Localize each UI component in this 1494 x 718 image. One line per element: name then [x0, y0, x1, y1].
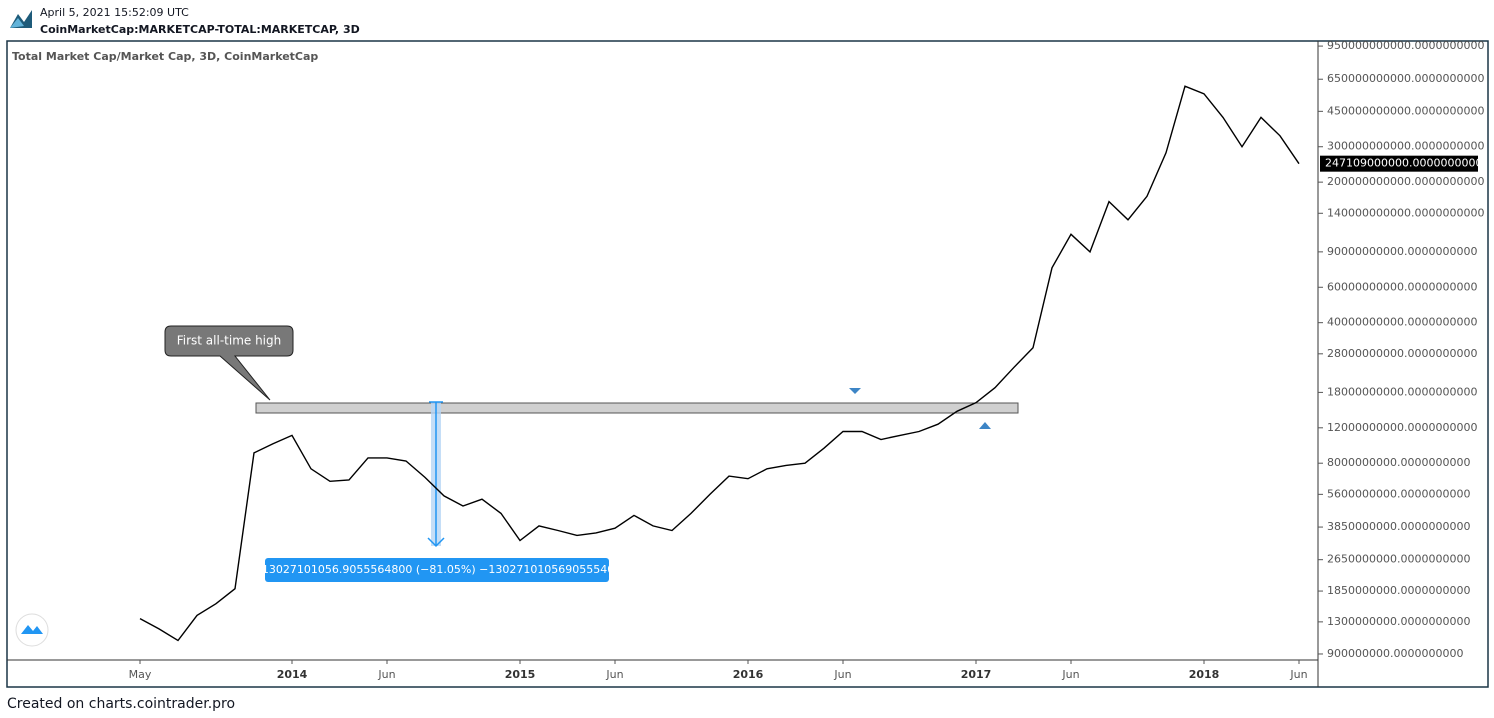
y-tick-label: 8000000000.0000000000	[1327, 456, 1470, 469]
tv-badge	[15, 613, 49, 647]
y-tick-label: 28000000000.0000000000	[1327, 347, 1477, 360]
symbol: CoinMarketCap:MARKETCAP-TOTAL:MARKETCAP,…	[40, 23, 360, 36]
x-tick-label: 2014	[277, 668, 308, 681]
y-tick-label: 140000000000.0000000000	[1327, 206, 1484, 219]
x-tick-label: 2017	[961, 668, 992, 681]
measure-text: −13027101056.9055564800 (−81.05%) −13027…	[253, 563, 622, 576]
plot	[139, 85, 1300, 642]
measure-arrowhead	[427, 537, 445, 548]
last-price-tag	[1320, 155, 1478, 172]
y-tick-label: 90000000000.0000000000	[1327, 245, 1477, 258]
measure-box	[265, 558, 609, 582]
chart-title: Total Market Cap/Market Cap, 3D, CoinMar…	[12, 50, 318, 63]
y-tick-label: 2650000000.0000000000	[1327, 553, 1470, 566]
y-tick-label: 300000000000.0000000000	[1327, 140, 1484, 153]
y-tick-label: 200000000000.0000000000	[1327, 175, 1484, 188]
x-tick-label: Jun	[1061, 668, 1079, 681]
logo	[10, 10, 32, 28]
last-price-label: 247109000000.0000000000	[1325, 157, 1482, 170]
x-tick-label: Jun	[833, 668, 851, 681]
callout-text: First all-time high	[177, 334, 282, 348]
x-tick-label: 2015	[505, 668, 536, 681]
y-tick-label: 18000000000.0000000000	[1327, 385, 1477, 398]
x-tick-label: May	[129, 668, 152, 681]
x-tick-label: 2018	[1189, 668, 1220, 681]
y-tick-label: 650000000000.0000000000	[1327, 72, 1484, 85]
footer: Created on charts.cointrader.pro	[7, 696, 235, 712]
y-tick-label: 450000000000.0000000000	[1327, 104, 1484, 117]
y-tick-label: 1850000000.0000000000	[1327, 584, 1470, 597]
y-tick-label: 900000000.0000000000	[1327, 647, 1463, 660]
y-tick-label: 12000000000.0000000000	[1327, 421, 1477, 434]
x-tick-label: Jun	[1289, 668, 1307, 681]
chart-frame	[6, 40, 1489, 688]
x-tick-label: Jun	[377, 668, 395, 681]
resistance-zone	[255, 402, 1019, 414]
timestamp: April 5, 2021 15:52:09 UTC	[40, 6, 189, 19]
y-tick-label: 950000000000.0000000000	[1327, 39, 1484, 52]
marker-down	[849, 388, 861, 394]
y-tick-label: 60000000000.0000000000	[1327, 280, 1477, 293]
y-tick-label: 40000000000.0000000000	[1327, 316, 1477, 329]
y-tick-label: 1300000000.0000000000	[1327, 615, 1470, 628]
marker-up	[979, 422, 991, 429]
x-tick-label: Jun	[605, 668, 623, 681]
y-tick-label: 3850000000.0000000000	[1327, 520, 1470, 533]
price-line	[139, 85, 1300, 642]
callout-box	[164, 325, 294, 401]
y-tick-label: 5600000000.0000000000	[1327, 487, 1470, 500]
x-tick-label: 2016	[733, 668, 764, 681]
